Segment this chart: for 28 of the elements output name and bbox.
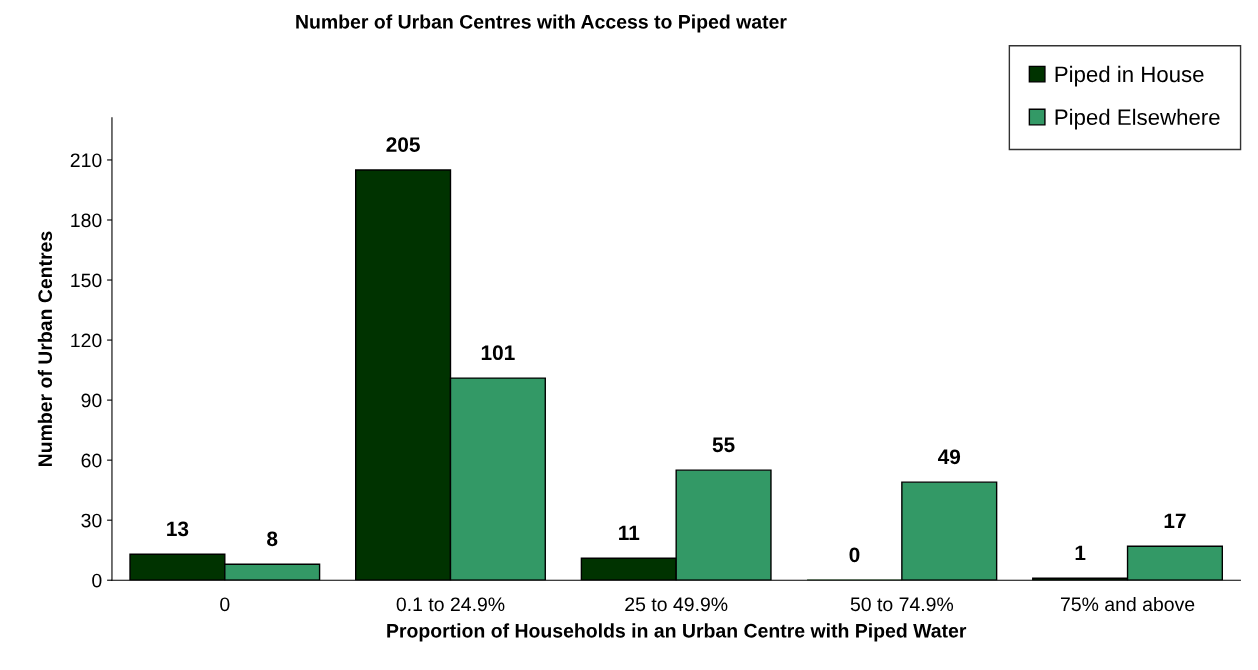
data-label: 49	[937, 449, 961, 465]
y-tick-label: 0	[92, 573, 102, 588]
data-label: 205	[386, 137, 420, 152]
y-axis-title: Number of Urban Centres	[37, 231, 53, 467]
data-label: 55	[712, 437, 735, 453]
y-tick-label: 90	[81, 393, 102, 408]
y-tick-label: 30	[81, 513, 102, 528]
y-tick-label: 210	[70, 153, 102, 168]
y-tick-label: 60	[81, 453, 102, 468]
y-tick-label: 180	[71, 213, 102, 228]
data-label: 101	[481, 345, 515, 361]
x-axis-title: Proportion of Households in an Urban Centre with Piped Water	[387, 623, 967, 642]
legend-label: Piped in House	[1055, 65, 1204, 87]
y-tick-label: 120	[71, 333, 102, 348]
data-label: 8	[267, 531, 278, 547]
data-label: 17	[1164, 513, 1186, 528]
x-tick-label: 25 to 49.9%	[625, 597, 728, 612]
y-tick-label: 150	[71, 273, 102, 288]
data-label: 1	[1075, 545, 1086, 561]
x-tick-label: 50 to 74.9%	[850, 597, 954, 612]
x-tick-label: 75% and above	[1060, 596, 1195, 612]
data-label: 13	[167, 521, 189, 537]
chart-title: Number of Urban Centres with Access to Piped water	[296, 14, 787, 33]
data-label: 11	[619, 525, 640, 540]
x-tick-label: 0	[220, 597, 230, 612]
data-label: 0	[849, 547, 860, 563]
x-tick-label: 0.1 to 24.9%	[396, 597, 505, 612]
legend-label: Piped Elsewhere	[1055, 108, 1220, 130]
